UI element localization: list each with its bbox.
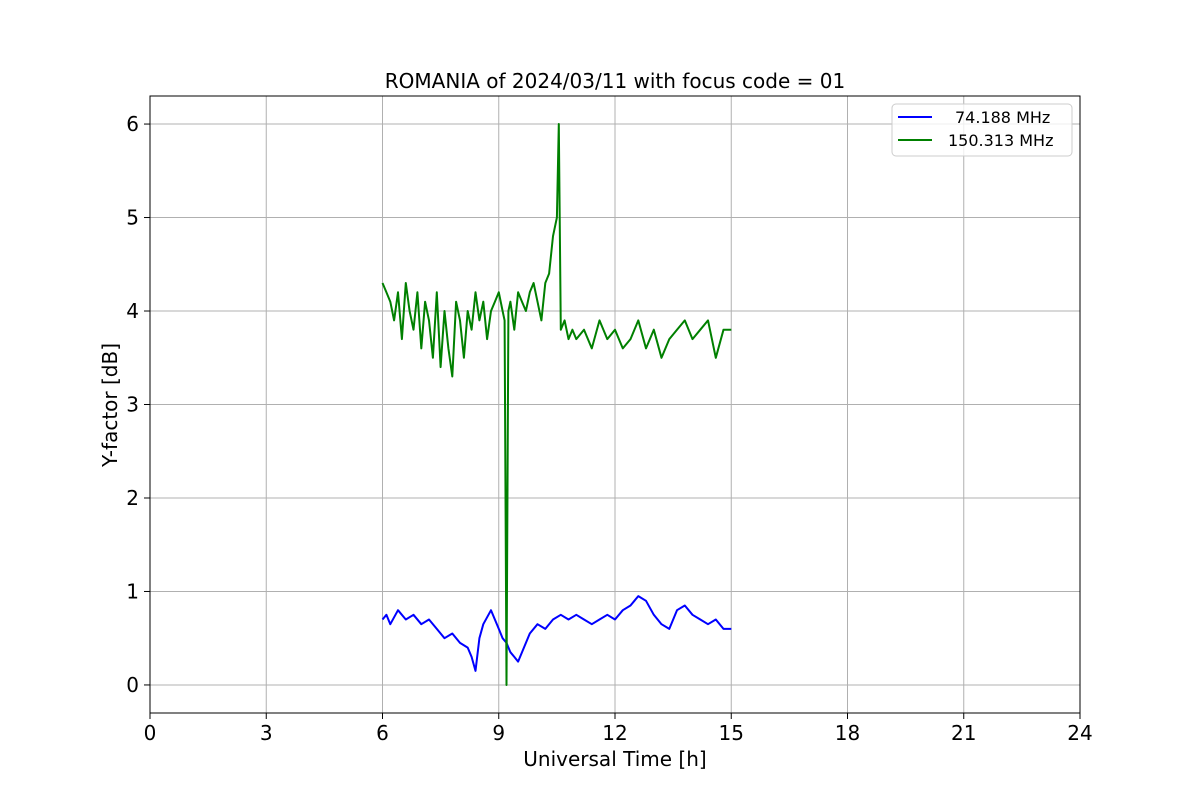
grid-lines bbox=[149, 96, 1081, 713]
legend: 74.188 MHz 150.313 MHz bbox=[891, 103, 1073, 157]
y-tick-label: 1 bbox=[126, 579, 139, 603]
series-150mhz-line bbox=[381, 123, 732, 686]
y-tick-label: 0 bbox=[126, 673, 139, 697]
x-tick-label: 3 bbox=[260, 721, 273, 745]
x-tick-label: 6 bbox=[376, 721, 389, 745]
y-tick-label: 6 bbox=[126, 112, 139, 136]
series-74mhz-line bbox=[381, 595, 732, 672]
x-tick-label: 0 bbox=[144, 721, 157, 745]
x-axis-label: Universal Time [h] bbox=[523, 747, 706, 771]
x-tick-label: 21 bbox=[951, 721, 976, 745]
series-layer bbox=[381, 123, 732, 686]
chart-title: ROMANIA of 2024/03/11 with focus code = … bbox=[385, 69, 845, 93]
legend-box bbox=[891, 103, 1073, 157]
legend-label-150mhz: 150.313 MHz bbox=[948, 131, 1053, 150]
x-tick-label: 12 bbox=[602, 721, 627, 745]
x-tick-label: 15 bbox=[719, 721, 744, 745]
legend-label-74mhz: 74.188 MHz bbox=[955, 108, 1050, 127]
y-tick-label: 2 bbox=[126, 486, 139, 510]
y-tick-label: 5 bbox=[126, 206, 139, 230]
y-tick-label: 4 bbox=[126, 299, 139, 323]
x-tick-label: 18 bbox=[835, 721, 860, 745]
x-tick-label: 9 bbox=[492, 721, 505, 745]
x-tick-label: 24 bbox=[1067, 721, 1092, 745]
y-tick-label: 3 bbox=[126, 393, 139, 417]
y-axis-label: Y-factor [dB] bbox=[98, 343, 122, 468]
